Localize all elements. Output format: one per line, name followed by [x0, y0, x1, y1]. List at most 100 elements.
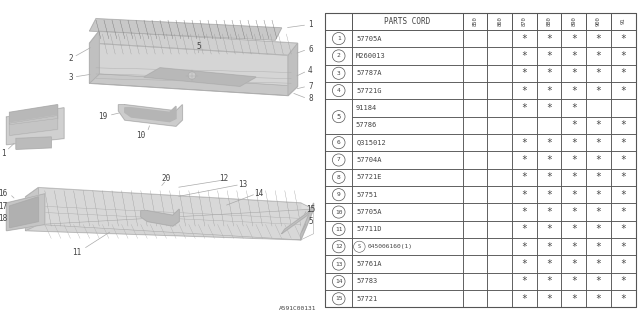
Bar: [488, 12, 512, 30]
Bar: [512, 30, 537, 47]
Polygon shape: [90, 31, 298, 56]
Text: 8: 8: [308, 94, 313, 103]
Text: 7: 7: [337, 157, 340, 163]
Text: *: *: [596, 294, 602, 304]
Text: *: *: [620, 86, 626, 96]
Bar: [512, 151, 537, 169]
Text: 15: 15: [335, 296, 342, 301]
Text: *: *: [522, 86, 527, 96]
Text: *: *: [571, 294, 577, 304]
Bar: [586, 255, 611, 273]
Bar: [512, 273, 537, 290]
Polygon shape: [144, 68, 256, 86]
Text: *: *: [522, 155, 527, 165]
Bar: [537, 30, 561, 47]
Text: 11: 11: [72, 248, 81, 257]
Bar: [353, 186, 463, 204]
Bar: [611, 134, 636, 151]
Text: 870: 870: [522, 16, 527, 26]
Bar: [586, 238, 611, 255]
Text: *: *: [620, 224, 626, 234]
Bar: [325, 204, 352, 221]
Text: 890: 890: [572, 16, 576, 26]
Text: Q315012: Q315012: [356, 140, 386, 146]
Bar: [325, 273, 352, 290]
Bar: [353, 30, 463, 47]
Text: *: *: [546, 138, 552, 148]
Text: 10: 10: [136, 131, 145, 140]
Text: *: *: [596, 51, 602, 61]
Bar: [561, 273, 586, 290]
Text: 10: 10: [335, 210, 342, 214]
Text: 12: 12: [220, 174, 228, 183]
Bar: [611, 186, 636, 204]
Bar: [463, 151, 488, 169]
Text: 17: 17: [0, 202, 8, 211]
Text: *: *: [546, 51, 552, 61]
Text: *: *: [571, 51, 577, 61]
Text: *: *: [571, 276, 577, 286]
Bar: [586, 47, 611, 65]
Bar: [325, 151, 352, 169]
Bar: [611, 273, 636, 290]
Bar: [561, 204, 586, 221]
Bar: [512, 116, 537, 134]
Bar: [463, 82, 488, 99]
Text: *: *: [596, 172, 602, 182]
Text: *: *: [596, 242, 602, 252]
Bar: [512, 82, 537, 99]
Text: 3: 3: [68, 73, 73, 82]
Text: 8: 8: [337, 175, 340, 180]
Bar: [512, 255, 537, 273]
Bar: [561, 290, 586, 308]
Bar: [512, 65, 537, 82]
Bar: [512, 134, 537, 151]
Bar: [611, 255, 636, 273]
Text: 2: 2: [337, 53, 340, 59]
Text: *: *: [546, 242, 552, 252]
Bar: [463, 116, 488, 134]
Text: 13: 13: [335, 261, 342, 267]
Bar: [561, 238, 586, 255]
Bar: [488, 99, 512, 116]
Bar: [512, 221, 537, 238]
Bar: [586, 151, 611, 169]
Polygon shape: [90, 31, 99, 83]
Text: 1: 1: [337, 36, 340, 41]
Polygon shape: [118, 105, 182, 126]
Bar: [586, 204, 611, 221]
Text: *: *: [620, 68, 626, 78]
Bar: [488, 116, 512, 134]
Bar: [611, 65, 636, 82]
Text: *: *: [571, 190, 577, 200]
Text: *: *: [596, 86, 602, 96]
Text: 6: 6: [308, 45, 313, 54]
Text: 860: 860: [497, 16, 502, 26]
Bar: [463, 99, 488, 116]
Bar: [353, 151, 463, 169]
Bar: [611, 290, 636, 308]
Bar: [353, 221, 463, 238]
Text: 1: 1: [308, 20, 313, 29]
Text: *: *: [571, 172, 577, 182]
Text: 3: 3: [337, 71, 340, 76]
Bar: [353, 99, 463, 116]
Text: *: *: [620, 34, 626, 44]
Text: 57705A: 57705A: [356, 36, 381, 42]
Bar: [537, 82, 561, 99]
Bar: [561, 12, 586, 30]
Text: *: *: [620, 172, 626, 182]
Bar: [586, 12, 611, 30]
Polygon shape: [26, 209, 314, 240]
Text: *: *: [546, 259, 552, 269]
Bar: [463, 204, 488, 221]
Text: 2: 2: [68, 54, 73, 63]
Bar: [561, 116, 586, 134]
Bar: [463, 30, 488, 47]
Text: *: *: [522, 172, 527, 182]
Bar: [611, 151, 636, 169]
Bar: [561, 65, 586, 82]
Bar: [561, 221, 586, 238]
Text: *: *: [596, 34, 602, 44]
Bar: [353, 255, 463, 273]
